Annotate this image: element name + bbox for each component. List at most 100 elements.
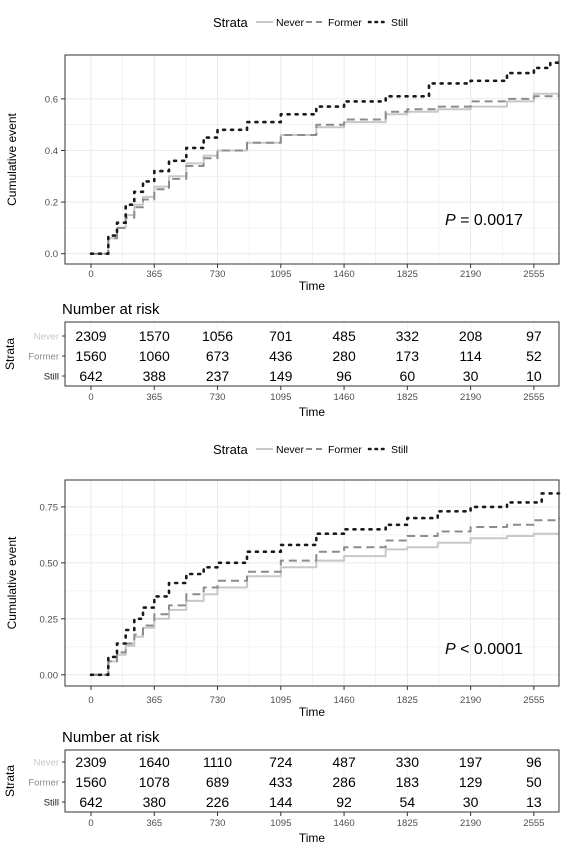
risk-count: 286 [332, 774, 356, 790]
y-tick-label: 0.00 [40, 670, 59, 681]
y-tick-label: 0.25 [40, 614, 59, 625]
risk-count: 487 [332, 754, 356, 770]
x-tick-label: 1460 [333, 695, 354, 706]
curves [89, 492, 561, 677]
risk-count: 50 [526, 774, 542, 790]
risk-count: 96 [526, 754, 542, 770]
risk-row-label-still: Still [44, 798, 59, 809]
p-value-text: = 0.0017 [456, 212, 523, 229]
risk-count: 10 [526, 368, 542, 384]
legend-label-former: Former [328, 444, 362, 456]
p-value-text: < 0.0001 [456, 641, 523, 658]
y-axis-title: Cumulative event [5, 112, 19, 205]
risk-count: 1640 [139, 754, 170, 770]
risk-count: 1060 [139, 348, 170, 364]
y-tick-label: 0.0 [45, 249, 58, 260]
risk-count: 226 [206, 794, 230, 810]
y-tick-label: 0.4 [45, 146, 58, 157]
risk-row-label-former: Former [28, 352, 59, 363]
risk-table: Number at risk Never 2309 1640 1110 724 487 330… [3, 729, 560, 845]
y-tick-label: 0.50 [40, 558, 59, 569]
risk-count: 1560 [75, 348, 106, 364]
x-tick-label: 730 [210, 695, 226, 706]
risk-table: Number at risk Never 2309 1570 1056 701 485 332… [3, 301, 560, 419]
x-tick-label: 365 [146, 269, 162, 280]
risk-count: 149 [269, 368, 293, 384]
risk-x-tick-label: 1825 [397, 818, 418, 829]
x-tick-label: 2190 [460, 695, 481, 706]
risk-row-label-never: Never [34, 332, 59, 343]
p-value-symbol: P [445, 641, 456, 658]
risk-count: 144 [269, 794, 293, 810]
risk-count: 642 [79, 368, 103, 384]
cumulative-event-chart-bottom: Strata Never Former Still 0 365 730 1095 1460 182… [3, 442, 561, 845]
plot-area: 0 365 730 1095 1460 1825 2190 2555 0.0 0.2 0.4 0.6 P… [45, 54, 561, 280]
risk-table-background [65, 322, 559, 386]
cumulative-event-chart-top: Strata Never Former Still 0 365 730 1095 1460 182… [3, 15, 561, 419]
risk-count: 114 [459, 348, 482, 364]
risk-count: 52 [526, 348, 542, 364]
risk-count: 2309 [75, 754, 106, 770]
risk-count: 280 [332, 348, 356, 364]
risk-row-label-still: Still [44, 372, 59, 383]
risk-x-tick-label: 0 [88, 392, 93, 403]
risk-count: 380 [143, 794, 167, 810]
risk-table-title: Number at risk [62, 301, 160, 318]
x-tick-label: 365 [146, 695, 162, 706]
risk-count: 724 [269, 754, 293, 770]
x-tick-label: 730 [210, 269, 226, 280]
risk-x-tick-label: 365 [146, 392, 162, 403]
grid-lines [65, 480, 559, 686]
x-tick-label: 2555 [523, 695, 544, 706]
risk-count: 1078 [139, 774, 170, 790]
risk-table-background [65, 750, 559, 812]
x-axis-title: Time [299, 705, 326, 719]
plot-background [65, 480, 559, 686]
risk-row-label-never: Never [34, 758, 59, 769]
risk-count: 1560 [75, 774, 106, 790]
plot-area: 0 365 730 1095 1460 1825 2190 2555 0.00 0.25 0.50 0… [40, 479, 561, 706]
risk-count: 436 [269, 348, 293, 364]
risk-count: 30 [463, 368, 479, 384]
risk-row-label-former: Former [28, 778, 59, 789]
risk-count: 388 [143, 368, 167, 384]
legend-label-still: Still [391, 444, 408, 456]
p-value-annotation: P < 0.0001 [445, 641, 523, 658]
risk-x-tick-label: 2190 [460, 818, 481, 829]
legend-label-never: Never [276, 444, 305, 456]
legend-label-never: Never [276, 17, 305, 29]
y-tick-label: 0.2 [45, 198, 58, 209]
risk-x-axis-title: Time [299, 831, 326, 845]
y-axis-title: Cumulative event [5, 536, 19, 629]
risk-count: 173 [396, 348, 420, 364]
curve-still [89, 492, 561, 677]
risk-x-tick-label: 730 [210, 392, 226, 403]
risk-count: 689 [206, 774, 230, 790]
x-tick-label: 0 [88, 695, 93, 706]
risk-x-tick-label: 2555 [523, 818, 544, 829]
risk-x-tick-label: 730 [210, 818, 226, 829]
risk-count: 13 [526, 794, 542, 810]
curve-still [89, 61, 561, 255]
plot-border [64, 479, 560, 687]
x-tick-label: 1825 [397, 269, 418, 280]
risk-count: 1110 [203, 754, 232, 770]
risk-count: 433 [269, 774, 293, 790]
grid-lines [65, 55, 559, 264]
x-tick-label: 1825 [397, 695, 418, 706]
legend-label-former: Former [328, 17, 362, 29]
p-value-annotation: P = 0.0017 [445, 212, 523, 229]
risk-count: 2309 [75, 328, 106, 344]
risk-x-tick-label: 1825 [397, 392, 418, 403]
y-tick-label: 0.6 [45, 94, 58, 105]
risk-count: 701 [269, 328, 293, 344]
risk-count: 197 [459, 754, 483, 770]
x-tick-label: 1095 [270, 695, 291, 706]
risk-count: 1056 [202, 328, 233, 344]
risk-count: 92 [336, 794, 352, 810]
risk-count: 673 [206, 348, 230, 364]
plot-border [64, 54, 560, 265]
risk-count: 97 [526, 328, 542, 344]
risk-x-tick-label: 1460 [333, 818, 354, 829]
